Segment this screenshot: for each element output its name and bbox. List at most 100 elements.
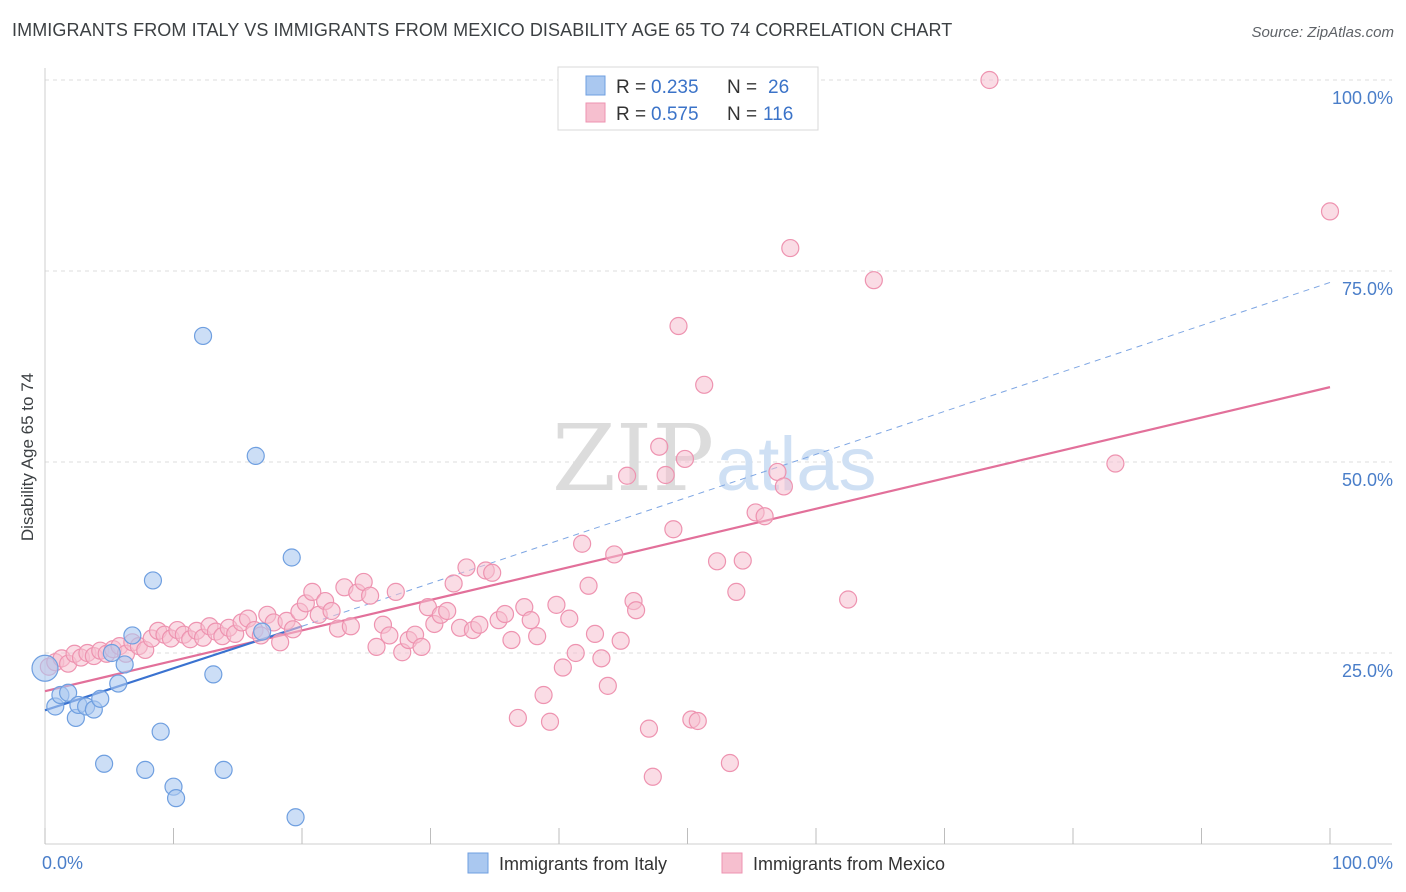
mexico-point-81 (560, 609, 579, 628)
italy-points (31, 326, 305, 827)
mexico-point-53 (380, 626, 399, 645)
bottom-legend-italy-swatch (467, 852, 489, 874)
mexico-point-50 (361, 586, 380, 605)
bottom-legend-mexico-swatch (721, 852, 743, 874)
x-tick-label-1: 100.0% (1332, 853, 1393, 873)
legend-mexico-n-label: N = (727, 104, 757, 125)
bottom-legend-italy-label: Immigrants from Italy (499, 854, 667, 874)
mexico-point-83 (573, 534, 592, 553)
tick-labels: 0.0% 100.0% 25.0% 50.0% 75.0% 100.0% (42, 88, 1393, 873)
y-tick-label-1: 50.0% (1342, 470, 1393, 490)
italy-point-8 (91, 689, 110, 708)
mexico-point-78 (540, 712, 560, 731)
mexico-point-86 (592, 649, 611, 668)
mexico-point-92 (626, 601, 646, 620)
legend-italy-n-label: N = (727, 77, 757, 98)
italy-point-11 (109, 674, 128, 693)
italy-point-9 (95, 754, 114, 773)
italy-point-22 (246, 446, 265, 465)
italy-point-25 (286, 808, 305, 827)
mexico-point-112 (839, 590, 858, 609)
mexico-point-72 (502, 630, 521, 650)
mexico-point-104 (720, 753, 740, 773)
mexico-point-38 (283, 620, 303, 639)
legend-mexico-r-label: R = (616, 104, 646, 125)
mexico-point-47 (341, 617, 360, 636)
bottom-legend-mexico-label: Immigrants from Mexico (753, 854, 945, 874)
italy-point-19 (193, 326, 213, 346)
mexico-point-93 (639, 719, 659, 738)
mexico-point-63 (444, 574, 463, 593)
mexico-point-102 (695, 375, 714, 394)
italy-point-21 (214, 760, 233, 779)
mexico-point-65 (457, 558, 476, 577)
italy-point-0 (31, 654, 59, 682)
axes (44, 68, 1392, 845)
mexico-point-110 (774, 477, 793, 496)
mexico-point-97 (664, 520, 683, 539)
mexico-point-73 (508, 708, 527, 728)
mexico-point-79 (547, 595, 566, 614)
mexico-point-108 (755, 507, 774, 526)
mexico-point-67 (470, 615, 489, 634)
legend-mexico-swatch (585, 102, 606, 123)
italy-point-24 (282, 548, 301, 567)
mexico-point-54 (386, 582, 405, 601)
watermark-atlas: atlas (716, 422, 877, 507)
legend-italy-r-label: R = (616, 77, 646, 98)
italy-point-16 (151, 722, 170, 741)
mexico-point-75 (521, 611, 540, 630)
y-tick-label-3: 100.0% (1332, 88, 1393, 108)
italy-point-20 (204, 665, 223, 684)
mexico-point-90 (618, 466, 637, 485)
mexico-point-58 (412, 637, 431, 656)
legend-mexico-r-value: 0.575 (651, 104, 699, 125)
mexico-point-88 (605, 545, 624, 564)
source-label: Source: ZipAtlas.com (1251, 24, 1394, 41)
top-legend: R = 0.235 N = 26 R = 0.575 N = 116 (557, 66, 819, 131)
chart-title: IMMIGRANTS FROM ITALY VS IMMIGRANTS FROM… (12, 20, 953, 40)
mexico-point-62 (438, 601, 457, 621)
mexico-point-96 (656, 465, 675, 485)
mexico-point-114 (980, 70, 999, 90)
legend-italy-r-value: 0.235 (651, 77, 699, 98)
italy-point-12 (115, 655, 134, 674)
x-tick-label-0: 0.0% (42, 853, 83, 873)
italy-point-3 (59, 683, 78, 702)
mexico-point-80 (553, 658, 572, 677)
mexico-point-87 (598, 676, 617, 695)
mexico-point-77 (534, 685, 553, 705)
bottom-legend: Immigrants from Italy Immigrants from Me… (467, 852, 945, 874)
italy-point-13 (123, 626, 142, 645)
mexico-point-113 (864, 271, 883, 290)
gridlines (45, 79, 1392, 654)
mexico-point-94 (643, 767, 662, 786)
mexico-point-44 (322, 601, 341, 621)
italy-trend-extension (301, 281, 1331, 627)
mexico-point-41 (303, 582, 322, 601)
mexico-point-105 (727, 582, 746, 601)
legend-italy-swatch (585, 75, 606, 96)
legend-italy-n-value: 26 (768, 77, 789, 98)
mexico-point-101 (688, 711, 707, 731)
y-tick-label-0: 25.0% (1342, 661, 1393, 681)
mexico-point-82 (566, 643, 585, 663)
y-tick-label-2: 75.0% (1342, 279, 1393, 299)
mexico-point-71 (495, 604, 515, 624)
mexico-point-89 (611, 631, 630, 650)
mexico-point-103 (707, 552, 727, 571)
mexico-point-99 (675, 449, 695, 469)
watermark: ZIP atlas (552, 405, 877, 512)
mexico-point-115 (1106, 454, 1125, 473)
italy-point-23 (253, 622, 272, 641)
mexico-point-36 (271, 633, 290, 652)
italy-point-10 (102, 643, 121, 663)
mexico-point-76 (528, 627, 547, 646)
legend-mexico-n-value: 116 (763, 104, 793, 125)
mexico-point-51 (367, 637, 386, 656)
mexico-point-111 (781, 238, 800, 258)
mexico-point-106 (733, 551, 752, 570)
mexico-point-69 (483, 563, 502, 582)
italy-point-14 (136, 760, 155, 779)
